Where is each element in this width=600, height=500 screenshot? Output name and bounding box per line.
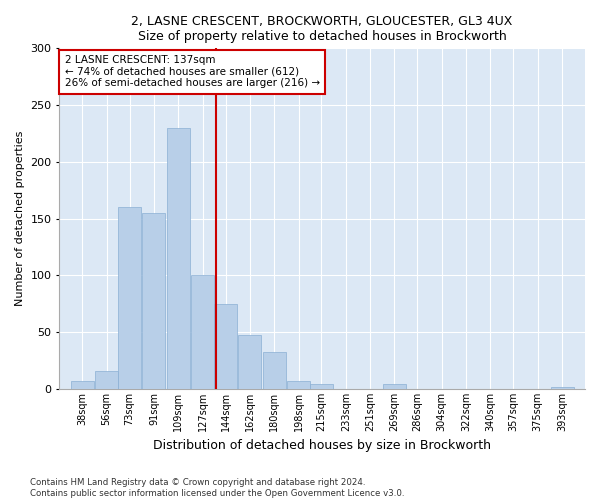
Bar [95, 371, 118, 389]
Bar [238, 334, 262, 389]
Bar [118, 208, 141, 389]
Bar [263, 352, 286, 389]
Bar [167, 128, 190, 389]
Bar [383, 384, 406, 389]
Title: 2, LASNE CRESCENT, BROCKWORTH, GLOUCESTER, GL3 4UX
Size of property relative to : 2, LASNE CRESCENT, BROCKWORTH, GLOUCESTE… [131, 15, 513, 43]
Bar [551, 386, 574, 389]
Bar [310, 384, 333, 389]
Bar [191, 276, 214, 389]
Text: 2 LASNE CRESCENT: 137sqm
← 74% of detached houses are smaller (612)
26% of semi-: 2 LASNE CRESCENT: 137sqm ← 74% of detach… [65, 55, 320, 88]
Bar [71, 381, 94, 389]
Bar [287, 381, 310, 389]
Text: Contains HM Land Registry data © Crown copyright and database right 2024.
Contai: Contains HM Land Registry data © Crown c… [30, 478, 404, 498]
Bar [142, 213, 166, 389]
Y-axis label: Number of detached properties: Number of detached properties [15, 131, 25, 306]
Bar [214, 304, 237, 389]
X-axis label: Distribution of detached houses by size in Brockworth: Distribution of detached houses by size … [153, 440, 491, 452]
